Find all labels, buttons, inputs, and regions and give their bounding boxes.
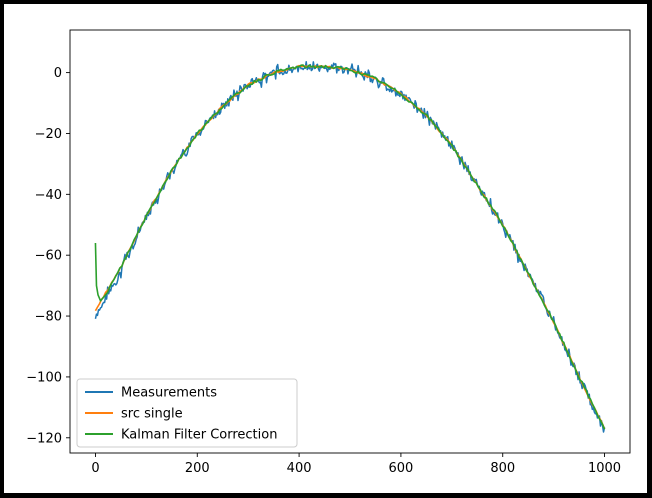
line-chart: 0 200 400 600 800 1000 0 −20 −40 −60 −80 −100 −120 Me… [26,29,631,476]
legend-box [76,378,298,448]
axes-frame [69,29,631,454]
y-tick-label: −80 [35,310,62,325]
legend-label: Kalman Filter Correction [121,428,277,443]
y-tick-label: −60 [35,249,62,264]
x-tick-label: 0 [91,461,99,476]
y-tick-label: 0 [54,66,62,81]
x-tick-label: 1000 [588,461,621,476]
plot-lines [94,60,606,433]
y-tick-label: −100 [26,370,62,385]
y-tick-label: −40 [35,188,62,203]
series-line-kalman-filter-correction [94,64,606,430]
x-tick-label: 200 [185,461,210,476]
x-tick-label: 600 [388,461,413,476]
legend-label: src single [121,407,183,422]
legend: Measurements src single Kalman Filter Corr… [76,378,298,448]
x-tick-label: 400 [287,461,312,476]
series-line-measurements [94,60,606,433]
y-tick-label: −20 [35,127,62,142]
legend-label: Measurements [121,386,217,401]
y-tick-label: −120 [26,431,62,446]
x-tick-label: 800 [490,461,515,476]
figure-canvas: 0 200 400 600 800 1000 0 −20 −40 −60 −80 −100 −120 Me… [4,4,647,493]
series-line-src-single [94,64,606,430]
